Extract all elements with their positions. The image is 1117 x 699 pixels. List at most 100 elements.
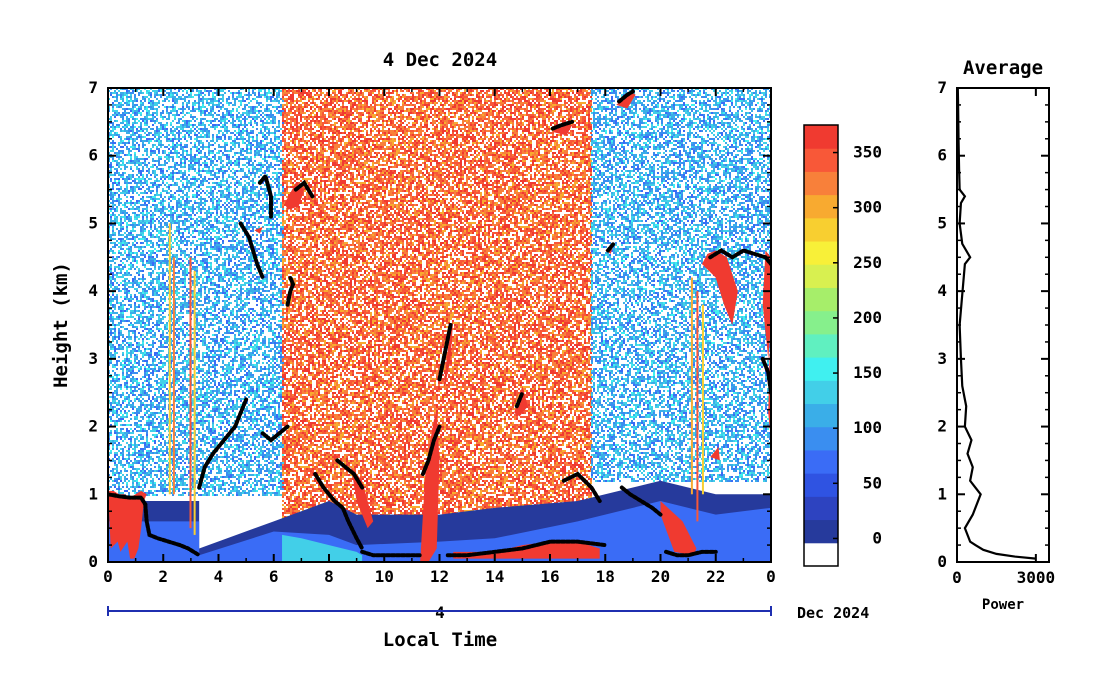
strong-echo-2 [443,318,454,386]
colorbar-swatch [804,125,838,149]
echo-trace-8 [313,471,365,551]
avg-x-tick-label: 3000 [1017,568,1056,587]
echo-trace-4 [238,221,265,280]
colorbar-swatch [804,473,838,497]
y-tick-label: 3 [88,349,98,368]
streak-1 [172,257,175,495]
echo-trace-21 [606,241,616,253]
streak-5 [696,291,699,522]
colorbar-swatch [804,496,838,521]
echo-trace-17 [708,248,771,267]
colorbar-swatch [804,287,838,312]
colorbar: 0 50 100 150 200 250 300 350 [803,124,882,567]
x-tick-label: 16 [540,567,559,586]
avg-y-tick-label: 2 [937,417,947,436]
streak-0 [168,223,171,495]
echo-trace-0 [108,492,148,507]
echo-trace-14 [561,471,602,504]
colorbar-frame [803,124,839,567]
y-tick-label: 6 [88,146,98,165]
strong-echo-1 [420,413,440,562]
colorbar-swatch [804,403,838,428]
x-tick-label: 14 [485,567,504,586]
echo-trace-6 [285,275,296,307]
colorbar-swatch [804,380,838,405]
date-day-label: 4 [435,603,445,622]
streak-6 [701,304,704,495]
y-tick-label: 0 [88,552,98,571]
colorbar-tick-label: 250 [853,253,882,272]
echo-trace-20 [617,89,635,104]
colorbar-swatch [804,426,838,451]
streak-2 [189,257,192,529]
avg-y-tick-label: 4 [937,281,947,300]
colorbar-swatch [804,449,838,474]
echo-trace-2 [197,397,249,490]
y-tick-label: 1 [88,484,98,503]
colorbar-tick-label: 350 [853,143,882,162]
colorbar-tick-label: 200 [853,308,882,327]
x-tick-label: 8 [324,567,334,586]
echo-trace-13 [445,539,608,558]
avg-y-tick-label: 6 [937,146,947,165]
echo-layer-2 [282,534,363,562]
y-tick-label: 7 [88,78,98,97]
strong-echo-7 [616,91,636,109]
echo-trace-12 [437,323,453,382]
avg-y-tick-label: 5 [937,213,947,232]
x-tick-label: 20 [651,567,670,586]
echo-trace-7 [293,179,315,199]
colorbar-tick-label: 100 [853,418,882,437]
strong-echo-0 [108,490,147,559]
echo-trace-15 [619,485,663,517]
date-axis [107,606,772,616]
colorbar-tick-label: 300 [853,198,882,217]
streak-4 [690,277,693,495]
colorbar-swatch [804,217,838,242]
x-tick-label: 4 [214,567,224,586]
date-month-label: Dec 2024 [797,604,869,622]
main-chart-title: 4 Dec 2024 [383,49,497,71]
avg-y-tick-label: 3 [937,349,947,368]
colorbar-tick-label: 0 [872,528,882,547]
echo-trace-11 [420,424,442,476]
colorbar-tick-label: 150 [853,363,882,382]
x-tick-label: 22 [706,567,725,586]
avg-plot-frame [956,87,1050,563]
main-y-axis-label: Height (km) [50,262,72,388]
echo-trace-3 [260,424,290,443]
colorbar-swatch [804,519,838,544]
avg-y-tick-label: 1 [937,484,947,503]
avg-chart-title: Average [963,57,1043,79]
x-tick-label: 2 [158,567,168,586]
heatmap-layer [108,88,771,562]
y-tick-label: 2 [88,417,98,436]
echo-trace-16 [664,549,718,558]
colorbar-swatch [804,310,838,335]
x-tick-label: 12 [430,567,449,586]
echo-layer-1 [108,501,771,562]
colorbar-swatch [804,194,838,219]
avg-x-axis-label: Power [982,597,1024,613]
strong-echo-15 [710,446,720,461]
avg-y-tick-label: 0 [937,552,947,571]
x-tick-label: 18 [596,567,615,586]
strong-echo-8 [254,226,263,234]
average-profile-panel: 0 1 2 3 4 5 6 7 0 3000 [937,78,1055,587]
colorbar-swatch [804,148,838,172]
colorbar-swatch [804,333,838,358]
streak-3 [193,270,196,535]
colorbar-swatch [804,241,838,265]
strong-echo-11 [701,250,738,325]
main-x-axis-label: Local Time [383,629,497,651]
colorbar-swatch [804,542,838,567]
colorbar-swatch [804,171,838,196]
echo-trace-1 [143,502,202,558]
avg-x-tick-label: 0 [952,568,962,587]
x-tick-label: 6 [269,567,279,586]
x-tick-label: 0 [103,567,113,586]
echo-trace-5 [257,171,273,219]
echo-trace-19 [550,119,575,131]
